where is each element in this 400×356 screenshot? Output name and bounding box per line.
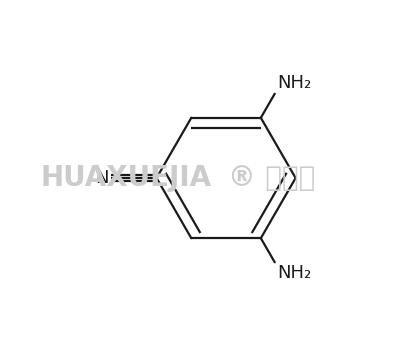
Text: N: N <box>95 169 108 187</box>
Text: NH₂: NH₂ <box>278 74 312 92</box>
Text: HUAXUEJIA: HUAXUEJIA <box>40 164 211 192</box>
Text: NH₂: NH₂ <box>278 264 312 282</box>
Text: ® 化学加: ® 化学加 <box>228 164 315 192</box>
